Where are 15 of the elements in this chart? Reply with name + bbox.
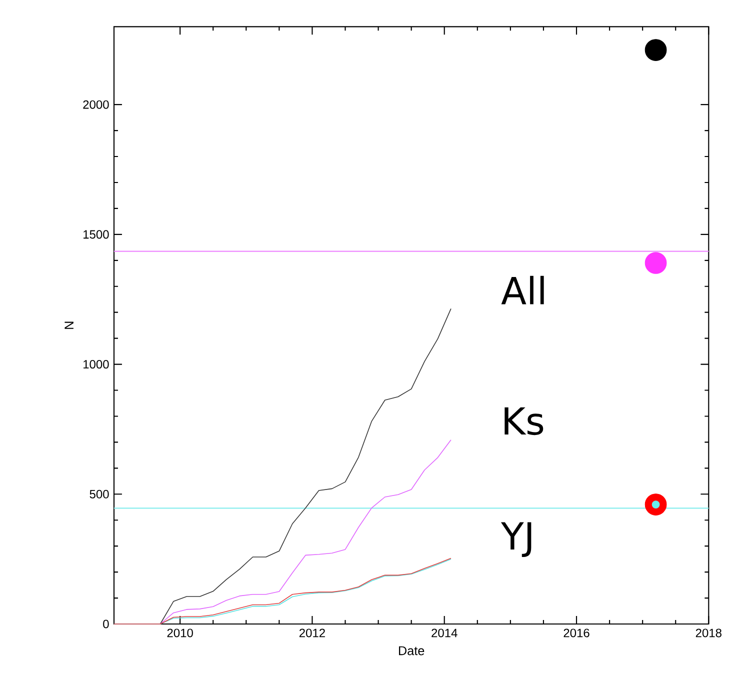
series-label: YJ [500,522,532,557]
y-tick-label: 0 [103,620,109,628]
y-tick-label: 500 [90,490,109,498]
x-tick-label: 2012 [299,628,325,638]
y-axis-title: N [64,322,74,329]
series-label: Ks [504,407,544,436]
y-tick-label: 2000 [83,100,109,109]
series-label: All [501,276,544,304]
x-tick-label: 2010 [167,628,193,638]
x-axis-title: Date [398,646,424,656]
x-tick-label: 2016 [564,628,590,638]
y-tick-label: 1500 [84,230,109,239]
y-tick-label: 1000 [84,360,109,369]
x-tick-label: 2018 [696,628,722,638]
x-tick-label: 2014 [432,628,458,638]
